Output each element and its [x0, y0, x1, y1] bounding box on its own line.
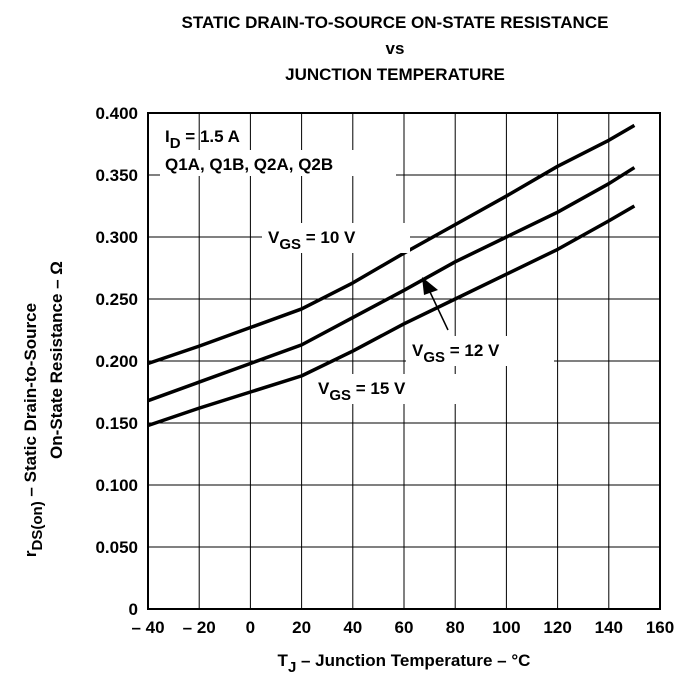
text-part: DS(on) [29, 501, 46, 550]
chart-title: JUNCTION TEMPERATURE [285, 65, 505, 84]
y-tick-label: 0.250 [95, 290, 138, 309]
text-part: = 12 V [445, 341, 500, 360]
arrow-line [429, 291, 449, 331]
x-tick-label: 0 [246, 618, 255, 637]
annotation: ID = 1.5 A [165, 127, 240, 152]
series-line [147, 166, 636, 403]
text-part: GS [279, 236, 301, 253]
series-label: VGS = 15 V [318, 379, 406, 404]
x-tick-label: – 40 [131, 618, 164, 637]
y-tick-label: 0.350 [95, 166, 138, 185]
x-tick-label: 100 [492, 618, 520, 637]
series-line [147, 123, 636, 366]
y-tick-label: 0.100 [95, 476, 138, 495]
text-part: = 15 V [351, 379, 406, 398]
text-part: J [288, 659, 296, 676]
x-tick-label: 40 [343, 618, 362, 637]
label-bg [262, 223, 410, 253]
annotation: Q1A, Q1B, Q2A, Q2B [165, 155, 333, 174]
x-tick-label: 20 [292, 618, 311, 637]
chart-title: vs [386, 39, 405, 58]
text-part: = 10 V [301, 228, 356, 247]
chart-title: STATIC DRAIN-TO-SOURCE ON-STATE RESISTAN… [182, 13, 609, 32]
text-part: – Static Drain-to-Source [21, 303, 40, 501]
y-tick-label: 0.300 [95, 228, 138, 247]
text-part: D [170, 135, 181, 152]
label-bg [406, 336, 554, 366]
series-line [147, 204, 636, 428]
text-part: = 1.5 A [181, 127, 240, 146]
text-part: – Junction Temperature – °C [296, 651, 530, 670]
y-axis-label: On-State Resistance – Ω [47, 261, 66, 459]
label-bg [312, 374, 460, 404]
x-tick-label: 140 [595, 618, 623, 637]
y-tick-label: 0.200 [95, 352, 138, 371]
label-bg [160, 150, 396, 176]
text-part: I [165, 127, 170, 146]
plot-frame [147, 112, 661, 610]
y-tick-label: 0.150 [95, 414, 138, 433]
x-tick-label: – 20 [183, 618, 216, 637]
text-part: V [412, 341, 424, 360]
text-part: r [21, 550, 40, 557]
y-tick-label: 0 [129, 600, 138, 619]
text-part: T [278, 651, 289, 670]
x-tick-label: 60 [395, 618, 414, 637]
series-label: VGS = 12 V [412, 341, 500, 366]
text-part: V [268, 228, 280, 247]
x-axis-label: TJ – Junction Temperature – °C [278, 651, 531, 676]
arrow-head [422, 277, 438, 295]
x-tick-label: 80 [446, 618, 465, 637]
series-label: VGS = 10 V [268, 228, 356, 253]
text-part: GS [423, 349, 445, 366]
y-axis-label: rDS(on) – Static Drain-to-Source [21, 303, 46, 557]
x-tick-label: 120 [543, 618, 571, 637]
y-tick-label: 0.400 [95, 104, 138, 123]
text-part: V [318, 379, 330, 398]
text-part: GS [329, 387, 351, 404]
x-tick-label: 160 [646, 618, 674, 637]
y-tick-label: 0.050 [95, 538, 138, 557]
